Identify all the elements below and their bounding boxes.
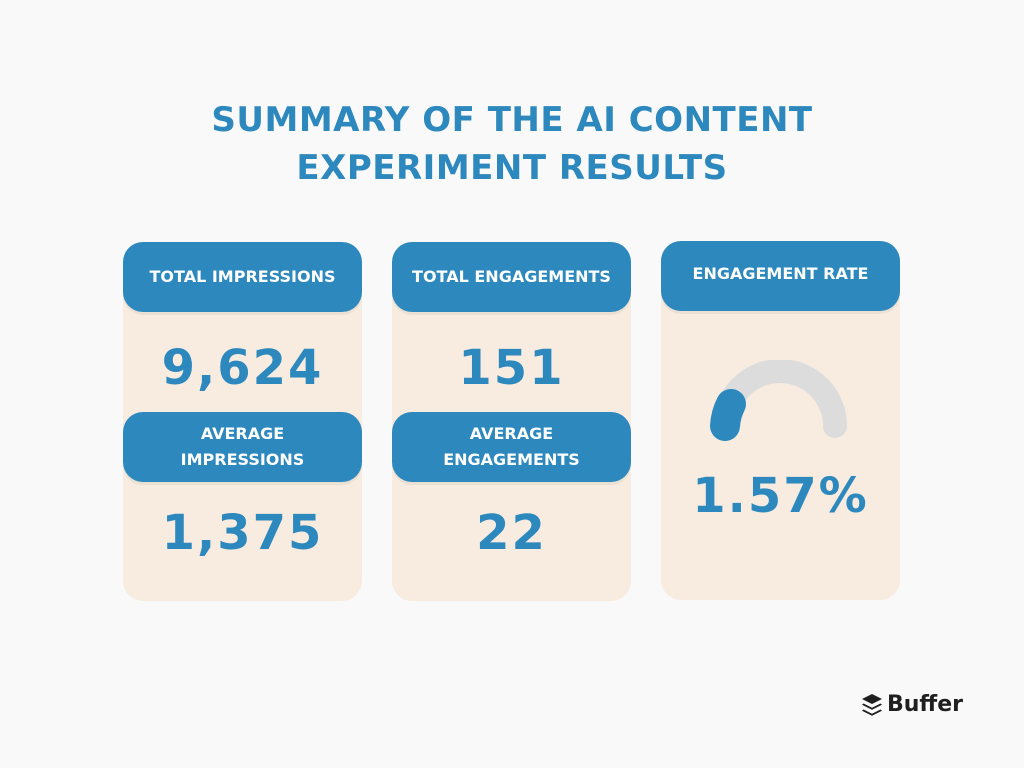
- total-impressions-label: TOTAL IMPRESSIONS: [123, 242, 362, 312]
- average-impressions-label: AVERAGE IMPRESSIONS: [123, 412, 362, 482]
- engagement-rate-label: ENGAGEMENT RATE: [661, 241, 900, 311]
- average-engagements-value: 22: [476, 505, 547, 561]
- buffer-brand: Buffer: [861, 692, 963, 717]
- gauge-fill: [710, 389, 746, 441]
- total-engagements-value: 151: [458, 340, 565, 396]
- title-line-2: EXPERIMENT RESULTS: [296, 148, 728, 188]
- total-impressions-value: 9,624: [161, 340, 324, 396]
- average-engagements-label: AVERAGE ENGAGEMENTS: [392, 412, 631, 482]
- page-title: SUMMARY OF THE AI CONTENT EXPERIMENT RES…: [0, 96, 1024, 192]
- title-line-1: SUMMARY OF THE AI CONTENT: [211, 100, 813, 140]
- buffer-logo-icon: [862, 693, 882, 716]
- engagement-rate-gauge: [710, 360, 847, 441]
- engagement-rate-value: 1.57%: [692, 468, 869, 524]
- brand-name: Buffer: [887, 692, 964, 717]
- total-engagements-label: TOTAL ENGAGEMENTS: [392, 242, 631, 312]
- average-impressions-value: 1,375: [161, 505, 324, 561]
